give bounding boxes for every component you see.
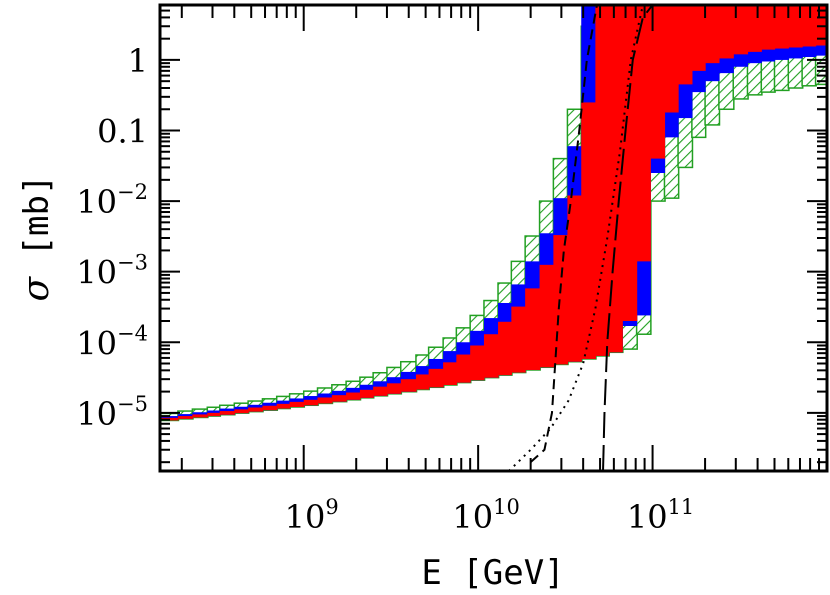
band-2-bin-17 bbox=[400, 379, 417, 392]
band-2-bin-3 bbox=[207, 412, 221, 417]
dotted-curve bbox=[508, 5, 644, 471]
band-2-bin-38 bbox=[691, 5, 706, 71]
y-tick-label: 10−5 bbox=[76, 392, 148, 433]
x-tick-label: 109 bbox=[285, 495, 339, 536]
curve-layer bbox=[508, 5, 654, 471]
band-2-bin-42 bbox=[747, 5, 762, 52]
y-tick-label: 0.1 bbox=[97, 113, 148, 151]
band-2-bin-33 bbox=[622, 5, 638, 322]
y-tick-label: 1 bbox=[128, 42, 148, 80]
y-tick-label: 10−3 bbox=[76, 251, 148, 292]
band-2-bin-2 bbox=[192, 414, 208, 418]
band-2-bin-13 bbox=[346, 392, 361, 400]
dashed-curve bbox=[529, 5, 598, 463]
band-2-bin-16 bbox=[386, 383, 402, 394]
band-2-bin-7 bbox=[262, 405, 278, 411]
plot-frame bbox=[158, 3, 829, 473]
band-2-bin-10 bbox=[303, 399, 319, 406]
band-2-bin-12 bbox=[331, 395, 347, 402]
long-dash-curve bbox=[602, 5, 654, 471]
band-2-bin-28 bbox=[553, 235, 569, 365]
band-2-bin-31 bbox=[595, 5, 610, 356]
band-2-bin-39 bbox=[705, 5, 720, 64]
band-2-bin-34 bbox=[636, 5, 651, 262]
band-2-bin-30 bbox=[581, 102, 596, 359]
y-axis-label: σ [mb] bbox=[16, 175, 57, 302]
band-2-bin-19 bbox=[428, 368, 444, 388]
y-tick-label: 10−2 bbox=[76, 180, 148, 221]
band-2-bin-44 bbox=[774, 5, 789, 49]
band-2-bin-9 bbox=[289, 401, 305, 407]
band-2-bin-22 bbox=[470, 345, 485, 381]
band-2-bin-21 bbox=[456, 354, 471, 383]
band-2-bin-36 bbox=[664, 5, 679, 113]
band-2-bin-37 bbox=[678, 5, 693, 85]
x-tick-label: 1010 bbox=[452, 495, 519, 536]
band-2-bin-29 bbox=[567, 195, 582, 362]
band-2-bin-14 bbox=[359, 389, 374, 398]
x-tick-label: 1011 bbox=[627, 495, 694, 536]
band-2-bin-15 bbox=[373, 386, 388, 396]
band-layer bbox=[160, 5, 827, 422]
band-2-bin-24 bbox=[498, 321, 512, 376]
band-2-bin-43 bbox=[761, 5, 776, 50]
y-tick-label: 10−4 bbox=[76, 321, 148, 362]
band-2-bin-25 bbox=[511, 306, 526, 373]
band-2-bin-27 bbox=[539, 264, 554, 368]
band-2-bin-11 bbox=[317, 397, 333, 404]
band-2-bin-40 bbox=[718, 5, 734, 59]
band-2-bin-18 bbox=[415, 374, 430, 390]
band-2-bin-26 bbox=[525, 288, 541, 370]
band-2-bin-5 bbox=[234, 409, 249, 414]
band-2-bin-46 bbox=[802, 5, 817, 47]
band-2-bin-41 bbox=[733, 5, 749, 55]
band-2-bin-20 bbox=[443, 362, 457, 386]
x-axis-label: E [GeV] bbox=[421, 553, 564, 593]
band-2-bin-23 bbox=[483, 334, 499, 378]
tick-label-layer: 109 1010 1011 10−5 10−4 10−3 10−2 0.1 1 bbox=[76, 42, 694, 536]
band-2-bin-4 bbox=[219, 411, 235, 415]
band-2-bin-6 bbox=[248, 407, 264, 412]
band-2-bin-1 bbox=[177, 416, 193, 419]
tick-layer bbox=[160, 4, 828, 471]
band-2-bin-8 bbox=[276, 403, 291, 409]
band-2-bin-35 bbox=[650, 5, 666, 159]
